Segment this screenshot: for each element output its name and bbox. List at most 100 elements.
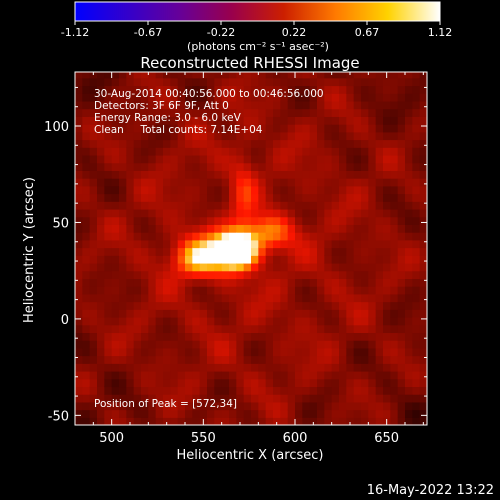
heatmap-cell [390, 108, 399, 117]
heatmap-cell [251, 286, 259, 295]
heatmap-cell [75, 154, 83, 164]
heatmap-cell [111, 77, 120, 87]
heatmap-cell [236, 417, 245, 425]
heatmap-cell [104, 409, 113, 418]
heatmap-cell [317, 301, 325, 310]
heatmap-cell [104, 139, 113, 148]
heatmap-cell [353, 278, 362, 287]
heatmap-cell [199, 85, 208, 94]
heatmap-cell [229, 278, 237, 287]
heatmap-cell [111, 131, 120, 141]
y-tick-label: -50 [48, 409, 69, 424]
heatmap-cell [214, 85, 223, 94]
heatmap-cell [177, 293, 186, 303]
heatmap-cell [104, 147, 113, 156]
heatmap-cell [324, 270, 333, 279]
heatmap-cell [207, 293, 215, 303]
heatmap-cell [82, 332, 91, 341]
heatmap-cell [97, 363, 105, 372]
heatmap-cell [339, 178, 347, 187]
heatmap-cell [397, 239, 406, 249]
heatmap-cell [383, 178, 391, 187]
heatmap-cell [405, 309, 413, 318]
heatmap-cell [170, 255, 179, 264]
heatmap-cell [141, 409, 149, 418]
heatmap-cell [397, 301, 406, 310]
heatmap-cell [82, 108, 91, 117]
heatmap-cell [177, 193, 186, 202]
heatmap-cell [199, 201, 208, 210]
heatmap-cell [405, 386, 413, 395]
heatmap-cell [141, 178, 149, 187]
heatmap-cell [390, 216, 399, 225]
heatmap-cell [251, 139, 259, 148]
heatmap-cell [119, 201, 127, 210]
heatmap-cell [339, 355, 347, 364]
heatmap-cell [258, 278, 267, 287]
heatmap-cell [265, 93, 274, 102]
heatmap-cell [185, 316, 193, 326]
heatmap-cell [199, 216, 208, 225]
heatmap-cell [141, 131, 149, 141]
heatmap-cell [243, 316, 252, 326]
heatmap-cell [302, 417, 311, 425]
heatmap-cell [397, 355, 406, 364]
heatmap-cell [368, 316, 377, 326]
heatmap-cell [75, 340, 83, 349]
heatmap-cell [353, 270, 362, 279]
heatmap-cell [111, 340, 120, 349]
plot-frame [74, 71, 428, 426]
annotation-energy: Energy Range: 3.0 - 6.0 keV [94, 112, 242, 124]
heatmap-cell [207, 286, 215, 295]
heatmap-cell [214, 247, 223, 256]
heatmap-cell [353, 72, 362, 79]
heatmap-cell [199, 232, 208, 241]
heatmap-cell [185, 185, 193, 195]
heatmap-cell [265, 340, 274, 349]
heatmap-cell [214, 100, 223, 110]
heatmap-cell [309, 332, 318, 341]
heatmap-cell [207, 363, 215, 372]
heatmap-cell [133, 355, 142, 364]
heatmap-cell [258, 301, 267, 310]
heatmap-cell [192, 239, 201, 249]
heatmap-cell [258, 147, 267, 156]
heatmap-cell [324, 293, 333, 303]
heatmap-cell [368, 386, 377, 395]
heatmap-cell [185, 286, 193, 295]
x-axis-ticks: 500 550 600 650 [92, 72, 424, 446]
heatmap-cell [383, 147, 391, 156]
heatmap-cell [353, 409, 362, 418]
heatmap-cell [89, 270, 98, 279]
heatmap-cell [185, 378, 193, 388]
heatmap-cell [119, 154, 127, 164]
heatmap-cell [229, 154, 237, 164]
heatmap-cell [390, 100, 399, 110]
heatmap-cell [207, 85, 215, 94]
heatmap-cell [251, 216, 259, 225]
heatmap-cell [273, 77, 281, 87]
heatmap-cell [104, 417, 113, 425]
heatmap-cell [302, 386, 311, 395]
heatmap-cell [419, 178, 427, 187]
heatmap-cell [251, 340, 259, 349]
heatmap-cell [273, 147, 281, 156]
heatmap-cell [97, 301, 105, 310]
heatmap-cell [339, 100, 347, 110]
heatmap-cell [229, 178, 237, 187]
heatmap-cell [221, 332, 230, 341]
heatmap-cell [324, 255, 333, 264]
heatmap-cell [199, 301, 208, 310]
heatmap-cell [265, 270, 274, 279]
heatmap-cell [258, 108, 267, 117]
heatmap-cell [353, 193, 362, 202]
heatmap-cell [309, 232, 318, 241]
heatmap-cell [236, 324, 245, 334]
heatmap-cell [199, 255, 208, 264]
heatmap-cell [185, 363, 193, 372]
heatmap-cell [317, 270, 325, 279]
heatmap-cell [390, 370, 399, 380]
footer-timestamp: 16-May-2022 13:22 [367, 483, 494, 498]
heatmap-cell [361, 232, 369, 241]
heatmap-cell [214, 370, 223, 380]
